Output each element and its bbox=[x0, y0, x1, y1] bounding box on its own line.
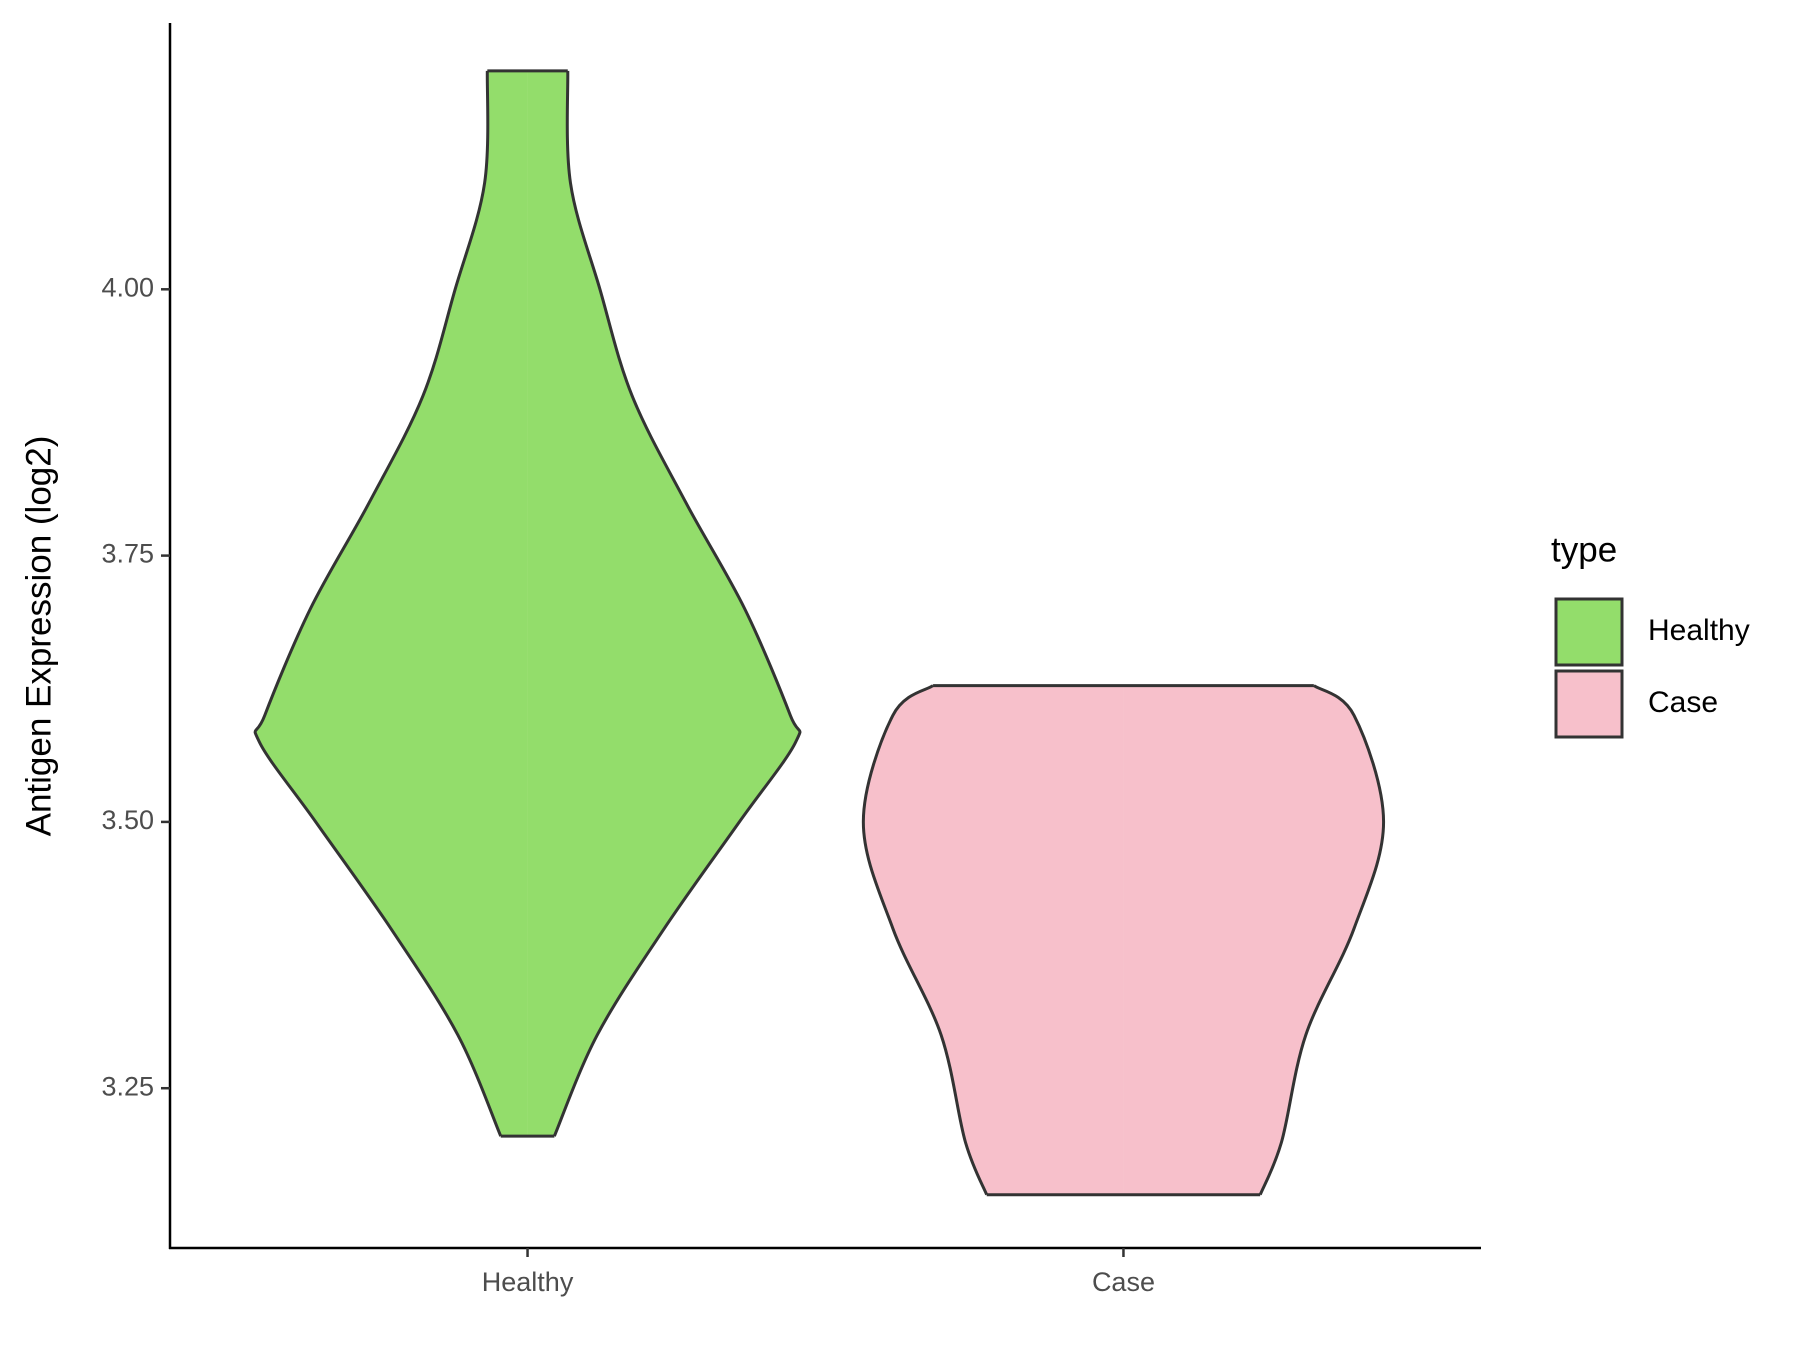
legend-key bbox=[1554, 669, 1624, 739]
y-axis-title: Antigen Expression (log2) bbox=[19, 436, 58, 837]
x-tick-label: Healthy bbox=[482, 1267, 574, 1297]
violin-fill bbox=[863, 685, 1124, 1195]
legend-label: Healthy bbox=[1648, 614, 1750, 647]
violin-fill bbox=[527, 70, 800, 1137]
violin-fill bbox=[255, 70, 528, 1137]
x-tick-label: Case bbox=[1092, 1267, 1155, 1297]
y-tick-label: 3.75 bbox=[101, 539, 154, 569]
legend-label: Case bbox=[1648, 686, 1718, 719]
violin-outline bbox=[861, 684, 989, 1196]
violin-outline bbox=[552, 70, 802, 1137]
violin-outline bbox=[253, 70, 503, 1137]
y-tick-label: 3.50 bbox=[101, 805, 154, 835]
legend-title: type bbox=[1551, 530, 1617, 569]
y-tick-label: 4.00 bbox=[101, 272, 154, 302]
violin-fill bbox=[1123, 685, 1384, 1195]
y-tick-label: 3.25 bbox=[101, 1071, 154, 1101]
violin-outline bbox=[1258, 684, 1386, 1196]
legend-key bbox=[1554, 597, 1624, 667]
